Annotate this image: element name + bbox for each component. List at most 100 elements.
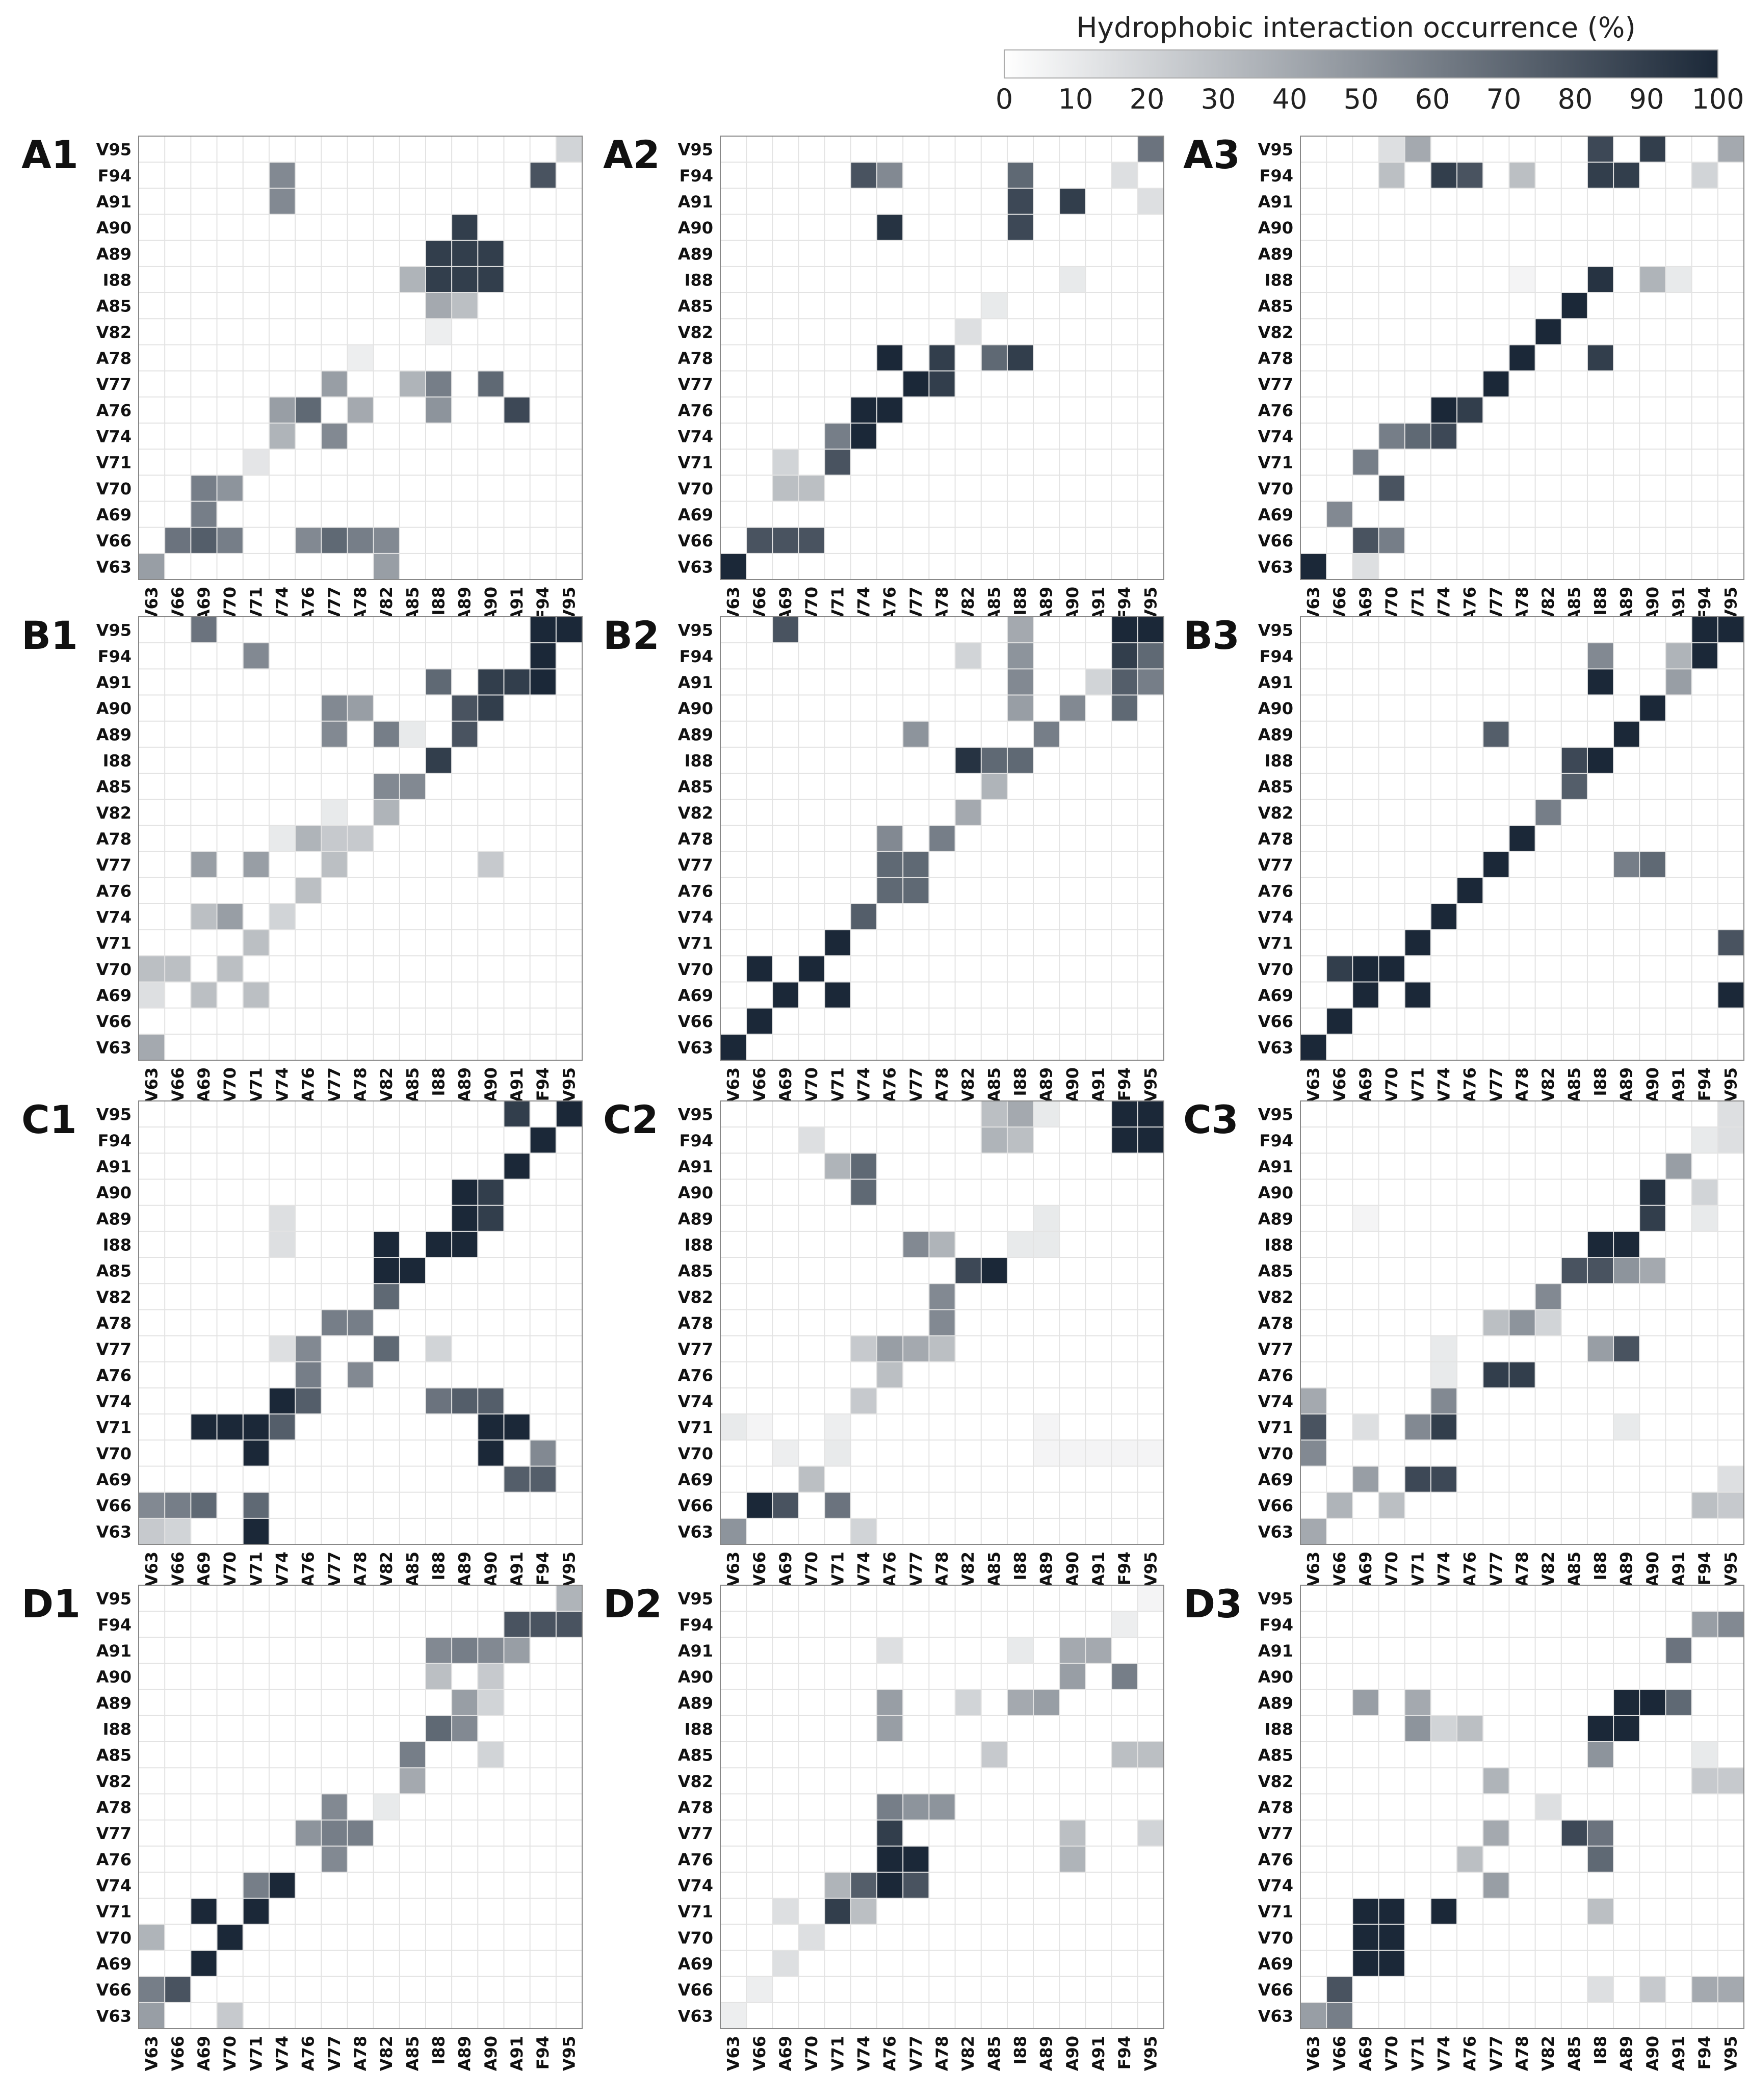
x-tick-label: V77	[325, 2036, 344, 2071]
heatmap-cell	[373, 721, 400, 748]
x-tick-label: A90	[481, 587, 501, 622]
x-tick-label: I88	[429, 1067, 449, 1096]
heatmap-cell	[243, 1492, 270, 1519]
heatmap-cell	[903, 1231, 930, 1258]
x-tick-label: A78	[351, 587, 370, 622]
x-tick-label: V77	[906, 1067, 926, 1102]
y-tick-label: A85	[678, 1262, 713, 1281]
x-tick-label: A78	[351, 1552, 370, 1587]
x-tick-label: V77	[906, 587, 926, 622]
x-tick-label: A69	[194, 587, 214, 622]
x-tick-label: V77	[325, 587, 344, 622]
x-tick-label: F94	[1695, 587, 1714, 620]
x-tick-label: V71	[246, 1552, 266, 1587]
y-tick-label: V70	[96, 1928, 132, 1948]
heatmap-cell	[1613, 1231, 1640, 1258]
y-tick-label: V82	[1258, 323, 1293, 342]
heatmap-cell	[877, 1335, 903, 1362]
y-tick-label: A90	[678, 1667, 713, 1687]
heatmap-cell	[1137, 1440, 1164, 1467]
y-tick-label: V95	[96, 1589, 132, 1609]
heatmap-cell	[1137, 617, 1164, 643]
heatmap-cell	[1007, 214, 1034, 241]
heatmap-cell	[425, 1637, 452, 1664]
x-tick-label: A76	[1460, 1067, 1480, 1102]
y-tick-label: V77	[1258, 1824, 1293, 1843]
y-tick-label: A78	[678, 1314, 713, 1333]
x-tick-label: V66	[750, 1552, 769, 1587]
heatmap-cell	[1137, 1101, 1164, 1127]
y-tick-label: A91	[96, 673, 132, 692]
colorbar-tick-label: 80	[1558, 83, 1593, 115]
heatmap-cell	[373, 553, 400, 580]
heatmap-panel: V63 V66 A69 V70 V71 V74 A76 V77 A78 V82 A85 I88 A89 A…	[678, 1100, 1164, 1587]
heatmap-cell	[452, 1231, 478, 1258]
y-tick-label: V95	[96, 1105, 132, 1124]
colorbar-tick-label: 60	[1415, 83, 1450, 115]
y-tick-label: A85	[96, 1746, 132, 1765]
heatmap-cell	[139, 1518, 165, 1545]
x-tick-label: F94	[533, 1067, 553, 1101]
y-tick-label: F94	[680, 166, 713, 186]
heatmap-cell	[903, 851, 930, 878]
heatmap-cell	[746, 1414, 773, 1440]
colorbar-tick-label: 70	[1486, 83, 1522, 115]
heatmap-cell	[1111, 1101, 1138, 1127]
y-tick-label: A91	[1258, 1641, 1293, 1661]
colorbar-tick-label: 20	[1130, 83, 1165, 115]
y-tick-label: A76	[1258, 401, 1293, 420]
heatmap-cell	[955, 643, 982, 669]
heatmap-cell	[1137, 1585, 1164, 1612]
x-tick-label: A78	[932, 2036, 952, 2071]
heatmap-cell	[903, 877, 930, 904]
y-tick-label: A76	[678, 1850, 713, 1869]
x-tick-label: V63	[142, 1067, 162, 1102]
y-tick-label: A89	[1258, 244, 1293, 264]
heatmap-cell	[1483, 851, 1510, 878]
heatmap-cell	[1587, 1898, 1614, 1925]
x-tick-label: V82	[1538, 2036, 1558, 2071]
y-tick-label: A91	[1258, 1157, 1293, 1176]
heatmap-cell	[504, 397, 531, 424]
y-tick-label: A69	[678, 1470, 713, 1489]
heatmap-cell	[903, 1335, 930, 1362]
y-tick-label: V74	[1258, 1392, 1293, 1411]
heatmap-cell	[1587, 669, 1614, 696]
y-tick-label: V95	[678, 1589, 713, 1609]
heatmap-cell	[850, 903, 877, 930]
x-tick-label: V95	[559, 1067, 579, 1102]
y-tick-label: A78	[1258, 349, 1293, 368]
y-tick-label: V82	[96, 803, 132, 823]
x-tick-label: A91	[1089, 1067, 1108, 1102]
x-tick-label: A89	[1617, 1067, 1636, 1102]
heatmap-cell	[772, 1898, 799, 1925]
heatmap-cell	[1085, 669, 1112, 696]
heatmap-cell	[504, 1414, 531, 1440]
heatmap-cell	[850, 423, 877, 450]
x-tick-label: A85	[403, 2036, 422, 2071]
heatmap-cell	[295, 1361, 322, 1388]
x-tick-label: V71	[246, 1067, 266, 1102]
x-tick-label: V77	[325, 1552, 344, 1587]
heatmap-panel: V63 V66 A69 V70 V71 V74 A76 V77 A78 V82 A85 I88 A89 A…	[1258, 1585, 1744, 2071]
heatmap-cell	[1111, 1663, 1138, 1690]
heatmap-cell	[373, 1335, 400, 1362]
y-tick-label: A85	[1258, 1746, 1293, 1765]
heatmap-cell	[772, 1950, 799, 1977]
heatmap-cell	[217, 1924, 244, 1951]
heatmap-cell	[877, 1794, 903, 1821]
x-tick-label: F94	[1115, 587, 1134, 620]
heatmap-cell	[478, 1205, 505, 1232]
heatmap-cell	[1639, 1257, 1666, 1284]
y-tick-label: A90	[1258, 1183, 1293, 1202]
y-tick-label: V74	[96, 1876, 132, 1896]
x-tick-label: V82	[377, 1067, 396, 1102]
x-tick-label: I88	[1591, 587, 1610, 615]
x-tick-label: V74	[854, 587, 873, 622]
heatmap-cell	[347, 527, 374, 554]
heatmap-cell	[504, 1101, 531, 1127]
y-tick-label: V63	[96, 557, 132, 576]
heatmap-cell	[269, 1387, 296, 1414]
heatmap-cell	[347, 825, 374, 852]
x-tick-label: A76	[1460, 587, 1480, 622]
